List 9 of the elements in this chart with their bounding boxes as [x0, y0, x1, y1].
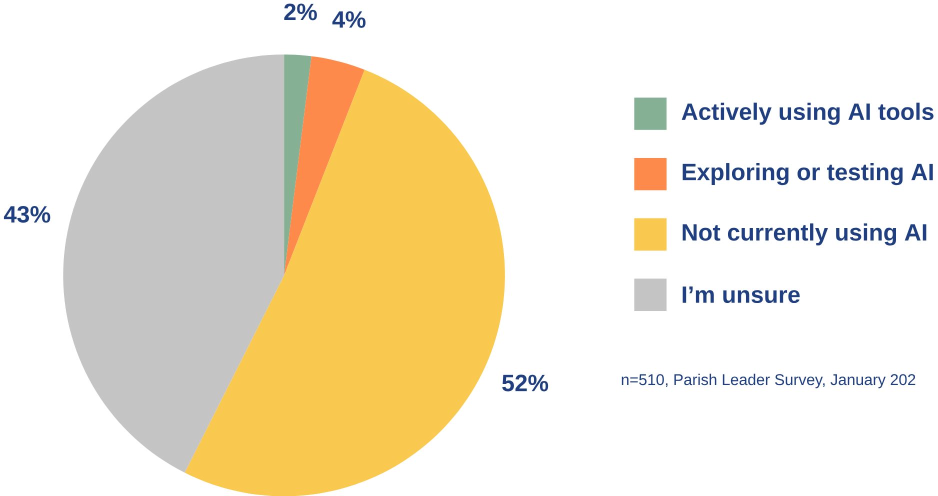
- legend-label: Actively using AI tools: [682, 102, 934, 125]
- data-label: 52%: [502, 374, 548, 392]
- legend-label: Not currently using AI: [682, 223, 926, 246]
- data-label: 4%: [332, 11, 366, 28]
- text: n=510, Parish Leader Survey, January 202: [622, 374, 916, 388]
- data-label: 2%: [284, 3, 317, 20]
- legend-label: Exploring or testing AI: [682, 162, 933, 186]
- data-label: 43%: [4, 206, 50, 223]
- legend-label: I’m unsure: [682, 286, 800, 303]
